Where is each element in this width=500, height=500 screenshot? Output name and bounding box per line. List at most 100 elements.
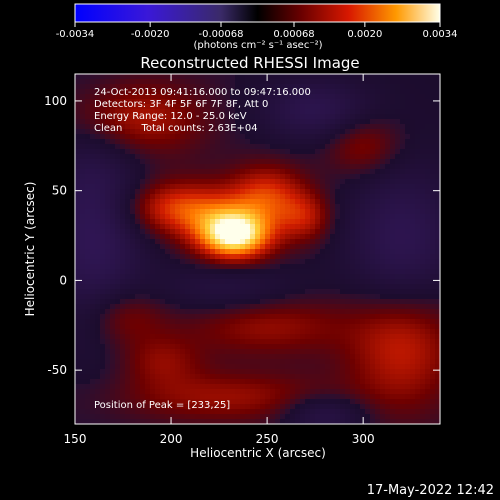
heatmap-cell — [250, 164, 256, 170]
heatmap-cell — [360, 94, 366, 100]
heatmap-cell — [235, 214, 241, 220]
heatmap-cell — [90, 169, 96, 175]
heatmap-cell — [360, 209, 366, 215]
heatmap-cell — [210, 294, 216, 300]
heatmap-cell — [175, 239, 181, 245]
heatmap-cell — [210, 399, 216, 405]
heatmap-cell — [275, 339, 281, 345]
heatmap-cell — [120, 224, 126, 230]
heatmap-cell — [115, 364, 121, 370]
heatmap-cell — [420, 299, 426, 305]
heatmap-cell — [220, 74, 226, 80]
heatmap-cell — [190, 219, 196, 225]
heatmap-cell — [335, 394, 341, 400]
heatmap-cell — [335, 319, 341, 325]
heatmap-cell — [290, 149, 296, 155]
heatmap-cell — [210, 194, 216, 200]
heatmap-cell — [425, 199, 431, 205]
heatmap-cell — [90, 294, 96, 300]
heatmap-cell — [315, 134, 321, 140]
heatmap-cell — [230, 124, 236, 130]
heatmap-cell — [330, 374, 336, 380]
heatmap-cell — [135, 94, 141, 100]
heatmap-cell — [185, 374, 191, 380]
heatmap-cell — [385, 124, 391, 130]
heatmap-cell — [295, 159, 301, 165]
heatmap-cell — [310, 94, 316, 100]
heatmap-cell — [270, 164, 276, 170]
heatmap-cell — [100, 389, 106, 395]
heatmap-cell — [320, 144, 326, 150]
heatmap-cell — [180, 114, 186, 120]
heatmap-cell — [85, 319, 91, 325]
heatmap-cell — [280, 124, 286, 130]
heatmap-cell — [245, 314, 251, 320]
heatmap-cell — [345, 124, 351, 130]
heatmap-cell — [165, 254, 171, 260]
heatmap-cell — [190, 74, 196, 80]
heatmap-cell — [85, 99, 91, 105]
heatmap-cell — [305, 124, 311, 130]
heatmap-cell — [130, 389, 136, 395]
heatmap-cell — [125, 279, 131, 285]
heatmap-cell — [75, 334, 81, 340]
heatmap-cell — [390, 114, 396, 120]
heatmap-cell — [390, 214, 396, 220]
heatmap-cell — [360, 294, 366, 300]
heatmap-cell — [260, 239, 266, 245]
heatmap-cell — [105, 204, 111, 210]
heatmap-cell — [275, 214, 281, 220]
heatmap-cell — [115, 359, 121, 365]
heatmap-cell — [80, 284, 86, 290]
heatmap-cell — [420, 199, 426, 205]
heatmap-cell — [250, 189, 256, 195]
heatmap-cell — [245, 409, 251, 415]
heatmap-cell — [215, 134, 221, 140]
heatmap-cell — [275, 334, 281, 340]
heatmap-cell — [120, 94, 126, 100]
heatmap-cell — [415, 149, 421, 155]
heatmap-cell — [295, 104, 301, 110]
heatmap-cell — [220, 104, 226, 110]
heatmap-cell — [355, 99, 361, 105]
heatmap-cell — [80, 369, 86, 375]
heatmap-cell — [425, 89, 431, 95]
heatmap-cell — [355, 124, 361, 130]
heatmap-cell — [125, 264, 131, 270]
heatmap-cell — [255, 169, 261, 175]
heatmap-cell — [105, 169, 111, 175]
heatmap-cell — [320, 214, 326, 220]
heatmap-cell — [145, 274, 151, 280]
heatmap-cell — [355, 384, 361, 390]
heatmap-cell — [170, 334, 176, 340]
heatmap-cell — [115, 399, 121, 405]
heatmap-cell — [250, 264, 256, 270]
heatmap-cell — [235, 119, 241, 125]
heatmap-cell — [110, 219, 116, 225]
heatmap-cell — [115, 209, 121, 215]
heatmap-cell — [130, 304, 136, 310]
heatmap-cell — [180, 184, 186, 190]
heatmap-cell — [355, 289, 361, 295]
heatmap-cell — [320, 279, 326, 285]
heatmap-cell — [155, 169, 161, 175]
heatmap-cell — [390, 349, 396, 355]
heatmap-cell — [305, 239, 311, 245]
heatmap-cell — [395, 219, 401, 225]
heatmap-cell — [285, 204, 291, 210]
heatmap-cell — [270, 124, 276, 130]
heatmap-cell — [235, 164, 241, 170]
heatmap-cell — [285, 384, 291, 390]
heatmap-cell — [400, 79, 406, 85]
heatmap-cell — [150, 314, 156, 320]
heatmap-cell — [225, 374, 231, 380]
heatmap-cell — [125, 379, 131, 385]
heatmap-cell — [325, 114, 331, 120]
heatmap-cell — [405, 249, 411, 255]
heatmap-cell — [90, 234, 96, 240]
heatmap-cell — [345, 189, 351, 195]
heatmap-cell — [415, 239, 421, 245]
heatmap-cell — [160, 254, 166, 260]
heatmap-cell — [210, 344, 216, 350]
heatmap-cell — [90, 359, 96, 365]
